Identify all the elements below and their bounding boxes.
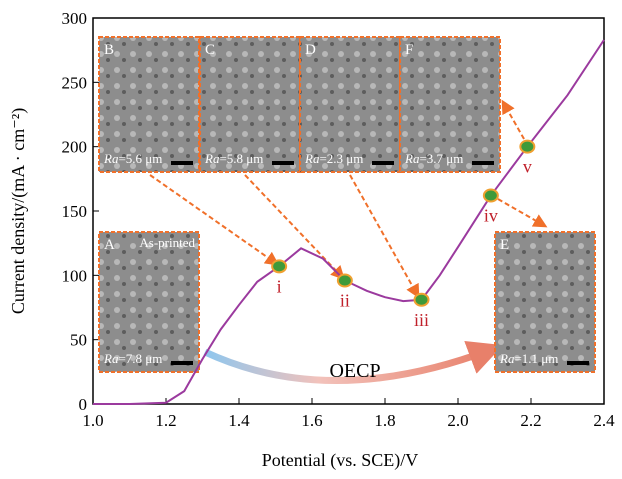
ra-value: =1.1 μm [514,351,558,366]
inset-letter: C [205,42,215,58]
point-label: iii [414,310,429,330]
x-tick-label: 2.4 [593,411,615,430]
marker-point [415,294,429,306]
y-tick-label: 100 [62,266,88,285]
scale-bar [472,161,494,165]
inset-letter: B [104,42,114,58]
inset-roughness: Ra=5.8 μm [204,151,263,166]
point-label: v [523,157,532,177]
x-tick-label: 1.2 [155,411,176,430]
ra-symbol: Ra [103,151,119,166]
ra-value: =3.7 μm [419,151,463,166]
scale-bar [171,161,193,165]
ra-value: =7.8 μm [118,351,162,366]
y-tick-label: 250 [62,73,88,92]
inset-roughness: Ra=2.3 μm [304,151,363,166]
scale-bar [567,361,589,365]
scale-bar [171,361,193,365]
inset-letter: A [104,237,115,253]
point-label: iv [484,206,498,226]
chart: OECP Potential (vs. SCE)/V Current densi… [0,0,622,474]
ra-value: =2.3 μm [319,151,363,166]
inset-roughness: Ra=3.7 μm [404,151,463,166]
y-axis-label: Current density/(mA · cm⁻²) [8,108,29,314]
annotation: OECP [329,360,380,382]
inset-letter: E [500,237,509,253]
inset-roughness: Ra=1.1 μm [499,351,558,366]
marker-point [272,260,286,272]
marker-point [338,274,352,286]
x-tick-label: 1.6 [301,411,322,430]
ra-value: =5.8 μm [219,151,263,166]
ra-symbol: Ra [404,151,420,166]
inset-note: As-printed [139,235,195,250]
inset-letter: D [305,42,316,58]
y-tick-label: 150 [62,202,88,221]
x-tick-label: 1.8 [374,411,395,430]
y-tick-label: 300 [62,9,88,28]
x-axis-label: Potential (vs. SCE)/V [262,450,419,471]
inset-letter: F [405,42,413,58]
x-tick-label: 2.2 [520,411,541,430]
scale-bar [372,161,394,165]
y-tick-label: 200 [62,138,88,157]
x-tick-label: 2.0 [447,411,468,430]
inset-roughness: Ra=7.8 μm [103,351,162,366]
ra-symbol: Ra [304,151,320,166]
ra-value: =5.6 μm [118,151,162,166]
point-label: ii [340,290,350,310]
scale-bar [272,161,294,165]
inset-roughness: Ra=5.6 μm [103,151,162,166]
x-tick-label: 1.4 [228,411,250,430]
y-tick-label: 0 [79,395,88,414]
marker-point [520,141,534,153]
ra-symbol: Ra [204,151,220,166]
marker-point [484,190,498,202]
point-label: i [277,276,282,296]
y-tick-label: 50 [70,331,87,350]
ra-symbol: Ra [103,351,119,366]
ra-symbol: Ra [499,351,515,366]
